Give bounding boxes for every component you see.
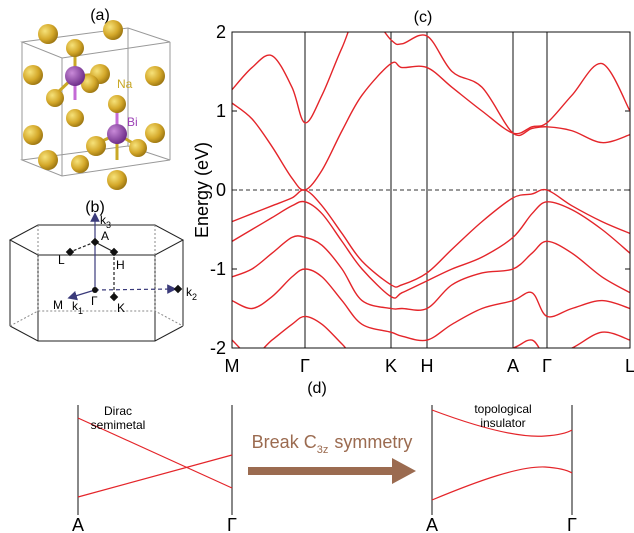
band	[232, 62, 630, 190]
y-tick-label: 0	[216, 180, 226, 200]
x-tick-label: Γ	[300, 356, 310, 376]
arrow	[248, 458, 416, 484]
x-label: Γ	[227, 515, 237, 533]
panel-title: semimetal	[91, 418, 146, 432]
x-tick-label: L	[625, 356, 634, 376]
band	[232, 201, 630, 298]
y-tick-label: -2	[210, 338, 226, 358]
point-label: Γ	[91, 294, 98, 308]
point-label: M	[53, 298, 63, 312]
x-tick-label: K	[385, 356, 397, 376]
band	[232, 236, 630, 310]
panel-title: insulator	[480, 416, 525, 430]
x-tick-label: Γ	[542, 356, 552, 376]
x-label: A	[426, 515, 438, 533]
x-tick-label: A	[507, 356, 519, 376]
figure: (a) Na Bi (b)	[0, 0, 634, 533]
axis-label: k3	[100, 213, 111, 230]
y-tick-label: 1	[216, 101, 226, 121]
y-tick-label: 2	[216, 22, 226, 42]
x-label: Γ	[567, 515, 577, 533]
panel-title: Dirac	[104, 404, 132, 418]
axis-label: k1	[72, 299, 83, 316]
point-label: L	[58, 253, 65, 267]
band	[232, 269, 630, 341]
atom-label: Bi	[127, 115, 138, 129]
y-tick-label: -1	[210, 259, 226, 279]
y-axis-label: Energy (eV)	[192, 142, 212, 238]
band-structure: (c) Energy (eV) M Γ K H A Γ L -2 -1 0 1 2	[192, 8, 634, 376]
atom-label: Na	[117, 77, 133, 91]
panel-label: (a)	[90, 7, 110, 24]
schematic: (d) Dirac semimetal topological insulato…	[72, 380, 577, 533]
point-label: A	[101, 229, 109, 243]
panel-title: topological	[474, 402, 531, 416]
point-label: K	[117, 301, 125, 315]
axis-label: k2	[186, 285, 197, 302]
band	[232, 8, 630, 142]
panel-label: (d)	[307, 380, 327, 397]
crystal-structure: (a) Na Bi	[22, 7, 170, 190]
x-tick-label: M	[225, 356, 240, 376]
panel-label: (c)	[414, 9, 433, 26]
point-label: H	[116, 258, 125, 272]
brillouin-zone: (b) A L H Γ M K k3 k1 k2	[10, 199, 197, 341]
x-tick-label: H	[421, 356, 434, 376]
x-label: A	[72, 515, 84, 533]
